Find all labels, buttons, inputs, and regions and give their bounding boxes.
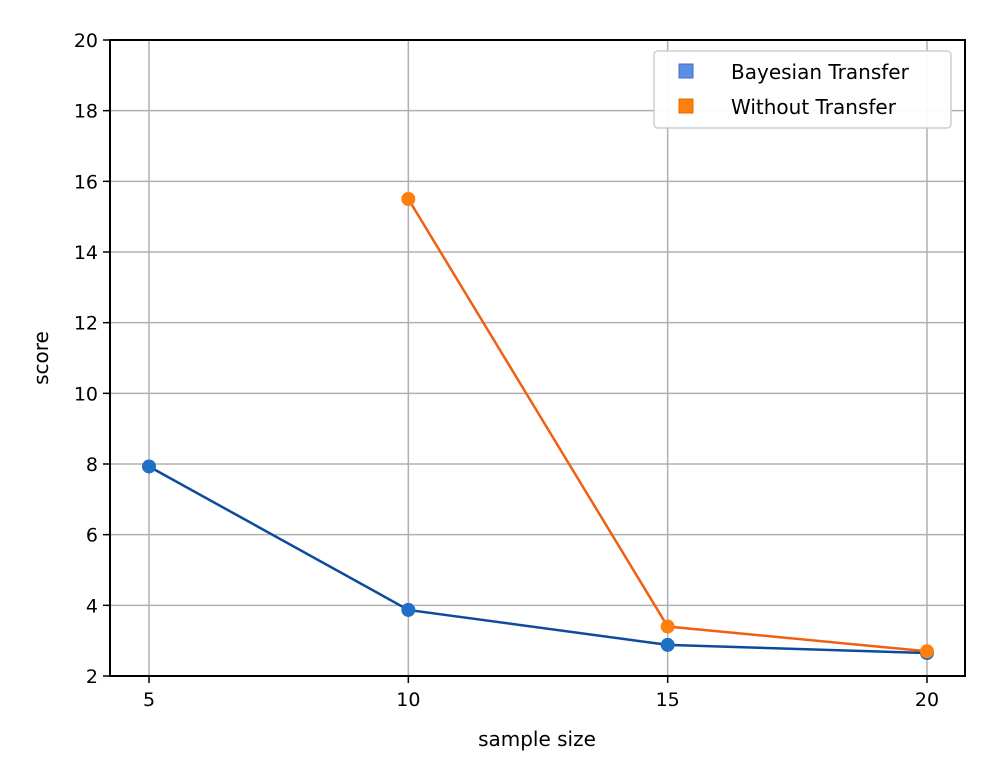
y-tick-label: 6: [86, 525, 98, 547]
data-point-marker: [660, 637, 675, 652]
y-axis-label: score: [29, 331, 53, 385]
y-tick-label: 20: [74, 30, 98, 52]
x-tick-label: 20: [915, 689, 939, 711]
legend-swatch-without-transfer: [678, 98, 694, 114]
x-tick-label: 5: [143, 689, 155, 711]
data-point-marker: [142, 459, 156, 474]
legend-label-bayesian-transfer: Bayesian Transfer: [731, 60, 910, 84]
series-line: [148, 465, 928, 655]
x-axis-label: sample size: [478, 727, 596, 751]
x-axis-ticks: 5 10 15 20: [143, 676, 939, 711]
legend-label-without-transfer: Without Transfer: [731, 95, 897, 119]
data-point-marker: [401, 192, 416, 206]
y-tick-label: 2: [86, 666, 98, 688]
y-tick-label: 8: [86, 454, 98, 476]
data-point-marker: [660, 619, 675, 634]
y-tick-label: 14: [74, 242, 98, 264]
y-tick-label: 18: [74, 101, 98, 123]
grid-lines: [110, 39, 965, 677]
x-tick-label: 15: [656, 689, 680, 711]
y-tick-label: 12: [74, 313, 98, 335]
series-bayesian-transfer: [142, 459, 934, 661]
series-without-transfer: [401, 192, 934, 659]
legend-swatch-bayesian-transfer: [678, 63, 694, 79]
x-tick-label: 10: [396, 689, 420, 711]
y-tick-label: 10: [74, 383, 98, 405]
data-point-marker: [920, 644, 934, 659]
y-axis-ticks: 2 4 6 8 10 12 14 16 18 20: [74, 30, 110, 688]
plot-area-frame: [109, 39, 966, 677]
legend-box: [653, 50, 952, 129]
data-series: [142, 192, 934, 661]
legend: Bayesian Transfer Without Transfer: [653, 50, 952, 129]
y-tick-label: 16: [74, 171, 98, 193]
y-tick-label: 4: [86, 595, 98, 617]
data-point-marker: [401, 602, 416, 617]
